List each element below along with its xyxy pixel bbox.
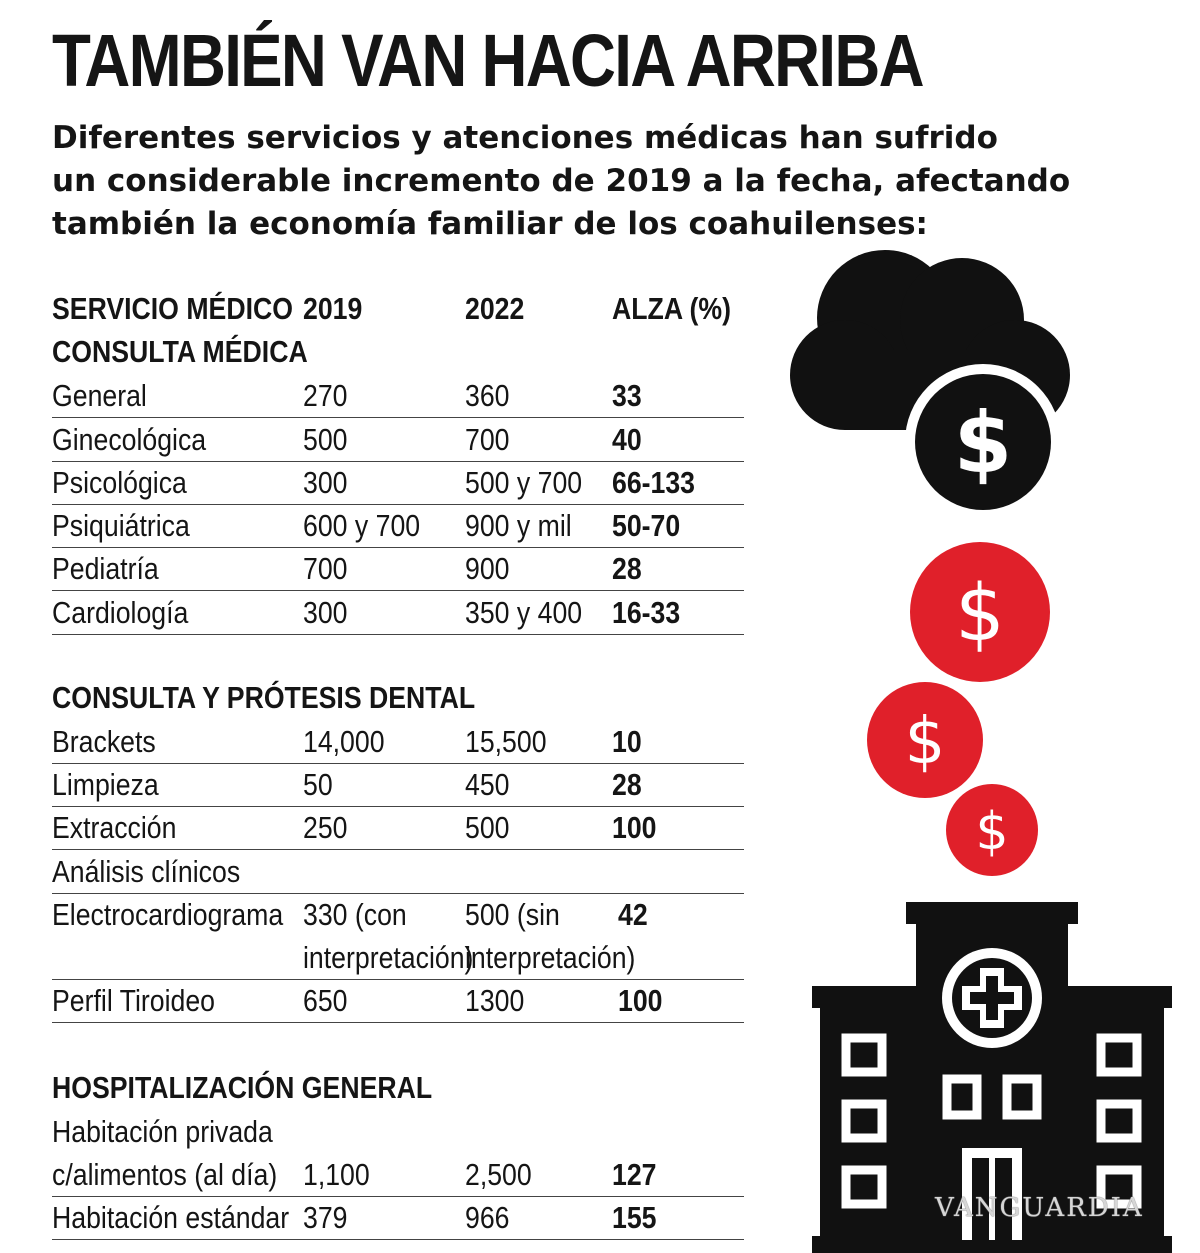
section-title: Análisis clínicos [52, 854, 241, 889]
subtitle-line: también la economía familiar de los coah… [52, 206, 928, 242]
table-row: Electrocardiograma 330 (con interpretaci… [52, 893, 744, 980]
dollar-symbol: $ [954, 394, 1012, 492]
cell-service: Extracción [52, 810, 177, 845]
table-row: Habitación estándar 379 966 155 [52, 1196, 744, 1240]
cell-service: Electrocardiograma [52, 897, 284, 932]
table-row: Extracción 250 500 100 [52, 806, 744, 850]
subtitle: Diferentes servicios y atenciones médica… [52, 117, 1071, 246]
hospital-building-icon [812, 902, 1172, 1253]
cell-service: Limpieza [52, 767, 159, 802]
cell-increase: 50-70 [612, 508, 681, 543]
cell-service: Pediatría [52, 551, 159, 586]
dollar-symbol: $ [955, 569, 1005, 659]
cell-2019: 50 [303, 767, 333, 802]
subtitle-line: Diferentes servicios y atenciones médica… [52, 120, 998, 156]
header-2022: 2022 [465, 291, 525, 326]
dollar-coin-icon: $ [946, 784, 1038, 876]
price-table: SERVICIO MÉDICO 2019 2022 ALZA (%) CONSU… [52, 287, 744, 1240]
cell-increase: 127 [612, 1157, 657, 1192]
cell-2022: 500 (sin interpretación) [465, 897, 636, 975]
cell-2022: 900 [465, 551, 510, 586]
cell-2022: 360 [465, 378, 510, 413]
cell-2022: 1300 [465, 983, 525, 1018]
header-2019: 2019 [303, 291, 363, 326]
cell-2019: 270 [303, 378, 348, 413]
cell-service: Habitación privada [52, 1114, 273, 1149]
cell-increase: 16-33 [612, 595, 681, 630]
cell-increase: 66-133 [612, 465, 696, 500]
section-title: HOSPITALIZACIÓN GENERAL [52, 1070, 433, 1105]
page-title: TAMBIÉN VAN HACIA ARRIBA [52, 19, 925, 102]
cell-2022: 500 [465, 810, 510, 845]
table-row: Psicológica 300 500 y 700 66-133 [52, 461, 744, 505]
cell-2019: 330 (con interpretación) [303, 897, 474, 975]
section-title: CONSULTA Y PRÓTESIS DENTAL [52, 680, 476, 715]
cell-2019: 600 y 700 [303, 508, 421, 543]
cell-service: c/alimentos (al día) [52, 1157, 278, 1192]
cell-2022: 15,500 [465, 724, 547, 759]
cell-increase: 100 [618, 983, 663, 1018]
cell-2022: 900 y mil [465, 508, 572, 543]
cell-increase: 155 [612, 1200, 657, 1235]
cell-service: Cardiología [52, 595, 189, 630]
cell-2019: 250 [303, 810, 348, 845]
cell-increase: 28 [612, 767, 642, 802]
section-title: CONSULTA MÉDICA [52, 334, 308, 369]
table-header: SERVICIO MÉDICO 2019 2022 ALZA (%) [52, 287, 744, 330]
header-increase: ALZA (%) [612, 291, 731, 326]
dollar-coin-icon: $ [910, 542, 1050, 682]
table-row: Perfil Tiroideo 650 1300 100 [52, 979, 744, 1023]
subtitle-line: un considerable incremento de 2019 a la … [52, 163, 1071, 199]
cell-2022: 350 y 400 [465, 595, 583, 630]
cell-2022: 700 [465, 422, 510, 457]
cell-2019: 14,000 [303, 724, 385, 759]
table-row: Psiquiátrica 600 y 700 900 y mil 50-70 [52, 504, 744, 548]
cell-2019: 300 [303, 465, 348, 500]
dollar-symbol: $ [905, 705, 946, 779]
cell-2019: 700 [303, 551, 348, 586]
illustration: $ $ $ $ [790, 250, 1172, 1253]
dollar-coin-icon: $ [867, 682, 983, 798]
section-title-row: Análisis clínicos [52, 850, 744, 894]
cell-increase: 33 [612, 378, 642, 413]
table-row: Cardiología 300 350 y 400 16-33 [52, 591, 744, 635]
dollar-coin-icon: $ [905, 364, 1061, 520]
cell-2022: 450 [465, 767, 510, 802]
cell-service: Brackets [52, 724, 156, 759]
table-row: Habitación privada [52, 1110, 744, 1153]
cell-service: Habitación estándar [52, 1200, 290, 1235]
table-row: c/alimentos (al día) 1,100 2,500 127 [52, 1153, 744, 1197]
cell-2022: 500 y 700 [465, 465, 583, 500]
cell-increase: 42 [618, 897, 648, 932]
cell-increase: 100 [612, 810, 657, 845]
cell-service: Psiquiátrica [52, 508, 190, 543]
cell-service: Psicológica [52, 465, 187, 500]
table-row: Ginecológica 500 700 40 [52, 418, 744, 462]
cell-service: Perfil Tiroideo [52, 983, 215, 1018]
cell-2019: 500 [303, 422, 348, 457]
cell-increase: 28 [612, 551, 642, 586]
cell-2019: 650 [303, 983, 348, 1018]
cell-2022: 966 [465, 1200, 510, 1235]
table-row: Brackets 14,000 15,500 10 [52, 720, 744, 764]
table-row: Pediatría 700 900 28 [52, 547, 744, 591]
table-row: Limpieza 50 450 28 [52, 763, 744, 807]
cell-service: General [52, 378, 147, 413]
dollar-symbol: $ [975, 802, 1008, 862]
watermark: VANGUARDIA [935, 1193, 1144, 1223]
table-row: General 270 360 33 [52, 374, 744, 418]
cell-service: Ginecológica [52, 422, 207, 457]
header-service: SERVICIO MÉDICO [52, 291, 293, 326]
cell-increase: 40 [612, 422, 642, 457]
cell-2019: 300 [303, 595, 348, 630]
cell-2019: 1,100 [303, 1157, 370, 1192]
cell-2022: 2,500 [465, 1157, 532, 1192]
cell-increase: 10 [612, 724, 642, 759]
cell-2019: 379 [303, 1200, 348, 1235]
